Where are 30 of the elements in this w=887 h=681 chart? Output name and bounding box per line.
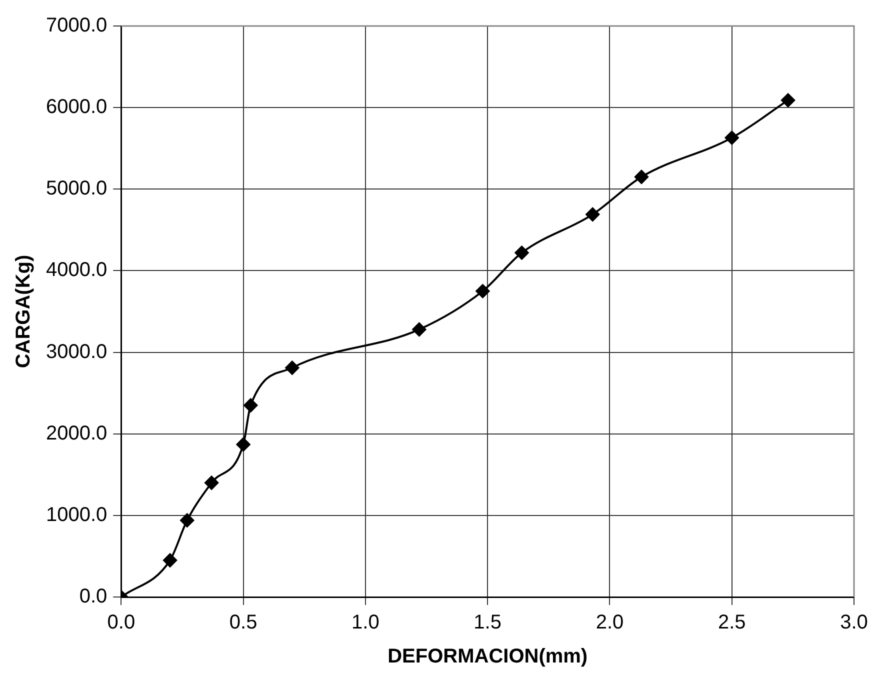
point (163, 553, 178, 568)
point (476, 284, 490, 298)
point (514, 246, 529, 260)
y-tick-label: 4000.0 (46, 259, 108, 282)
x-tick-label: 1.0 (352, 612, 380, 634)
point (236, 437, 250, 452)
x-tick-label: 2.5 (718, 612, 746, 634)
point (724, 130, 739, 145)
point (412, 322, 426, 336)
y-tick-label: 6000.0 (46, 96, 108, 118)
x-tick-label: 2.0 (596, 612, 624, 634)
point (586, 207, 600, 222)
point (180, 513, 194, 528)
y-tick-label: 2000.0 (46, 422, 108, 444)
x-tick-label: 0.0 (107, 612, 136, 634)
y-tick-label: 0.0 (79, 586, 108, 608)
x-tick-label: 0.5 (229, 612, 258, 634)
point (244, 398, 258, 412)
y-tick-label: 7000.0 (46, 14, 108, 37)
y-tick-label: 3000.0 (46, 340, 108, 363)
y-axis-title: CARGA(Kg) (12, 254, 35, 368)
y-tick-label: 5000.0 (46, 178, 108, 200)
point (204, 476, 219, 490)
point (781, 93, 796, 108)
point (285, 360, 300, 375)
point (634, 170, 648, 184)
x-tick-label: 1.5 (474, 612, 502, 634)
x-tick-label: 3.0 (840, 612, 868, 634)
x-axis-title: DEFORMACION(mm) (388, 646, 588, 668)
y-tick-label: 1000.0 (46, 504, 108, 526)
